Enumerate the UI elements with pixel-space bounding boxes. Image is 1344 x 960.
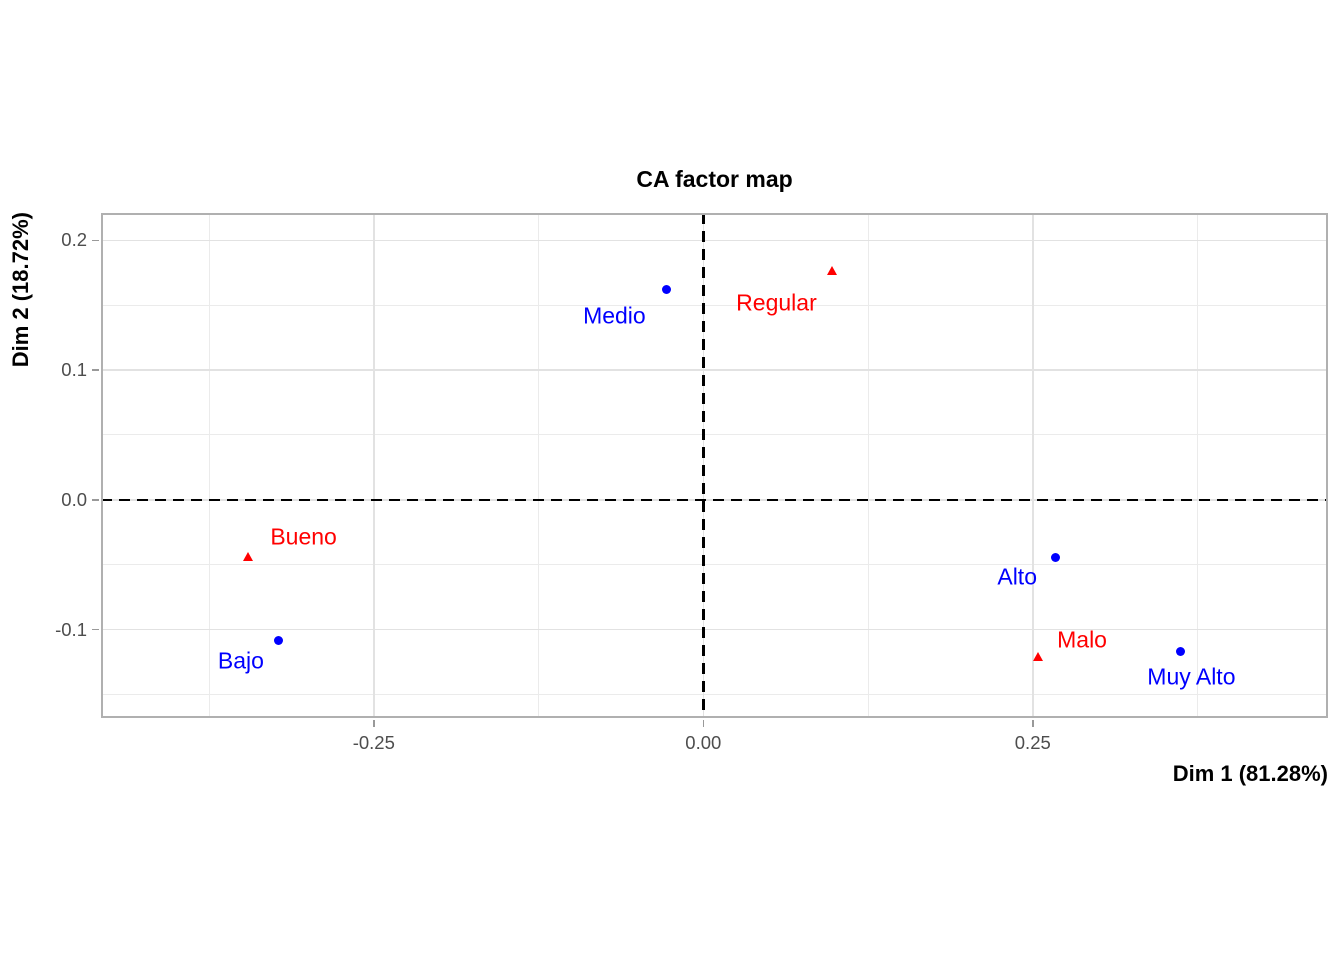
point-label-muy-alto: Muy Alto xyxy=(1147,663,1236,690)
plot-panel: Medio Bajo Alto Muy Alto Regular Bueno Malo xyxy=(101,213,1328,718)
zero-reference-line-horizontal xyxy=(101,498,1328,502)
minor-gridline-horizontal xyxy=(101,694,1328,696)
major-gridline-horizontal xyxy=(101,369,1328,371)
y-axis-tick xyxy=(92,239,99,241)
x-axis-tick-label: -0.25 xyxy=(352,732,395,753)
point-label-medio: Medio xyxy=(583,302,646,329)
panel-border xyxy=(101,213,1328,718)
x-axis-tick xyxy=(702,720,705,727)
x-axis-tick-label: 0.25 xyxy=(1014,732,1051,753)
point-label-alto: Alto xyxy=(997,563,1037,590)
minor-gridline-vertical xyxy=(867,213,869,718)
minor-gridline-vertical xyxy=(1197,213,1199,718)
minor-gridline-vertical xyxy=(538,213,540,718)
major-gridline-horizontal xyxy=(101,628,1328,631)
point-label-bajo: Bajo xyxy=(217,647,264,674)
minor-gridline-horizontal xyxy=(101,434,1328,436)
y-axis-tick-label: 0.0 xyxy=(61,488,87,510)
point-label-malo: Malo xyxy=(1057,626,1107,653)
y-axis-tick-label: 0.2 xyxy=(61,229,87,251)
data-point-bajo xyxy=(274,635,284,645)
data-point-bueno xyxy=(243,552,254,562)
data-point-malo xyxy=(1032,651,1043,661)
major-gridline-horizontal xyxy=(101,239,1328,241)
x-axis-tick xyxy=(373,720,375,727)
y-axis-tick-label: -0.1 xyxy=(55,618,87,640)
x-axis-tick xyxy=(1032,720,1034,727)
data-point-regular xyxy=(826,266,837,276)
x-axis-tick-label: 0.00 xyxy=(685,732,722,753)
point-label-regular: Regular xyxy=(736,289,817,316)
chart-title: CA factor map xyxy=(636,166,793,192)
major-gridline-vertical xyxy=(1032,213,1034,718)
point-label-bueno: Bueno xyxy=(270,523,337,550)
zero-reference-line-vertical xyxy=(702,213,705,718)
data-point-muy-alto xyxy=(1175,647,1185,657)
y-axis-tick-label: 0.1 xyxy=(61,359,87,381)
minor-gridline-horizontal xyxy=(101,304,1328,306)
y-axis-tick xyxy=(92,628,99,631)
minor-gridline-horizontal xyxy=(101,564,1328,566)
data-point-medio xyxy=(661,285,671,295)
minor-gridline-vertical xyxy=(208,213,210,718)
major-gridline-vertical xyxy=(373,213,375,718)
y-axis-tick xyxy=(92,369,99,371)
y-axis-tick xyxy=(92,499,99,501)
x-axis-title: Dim 1 (81.28%) xyxy=(1172,761,1328,786)
data-point-alto xyxy=(1050,552,1060,562)
